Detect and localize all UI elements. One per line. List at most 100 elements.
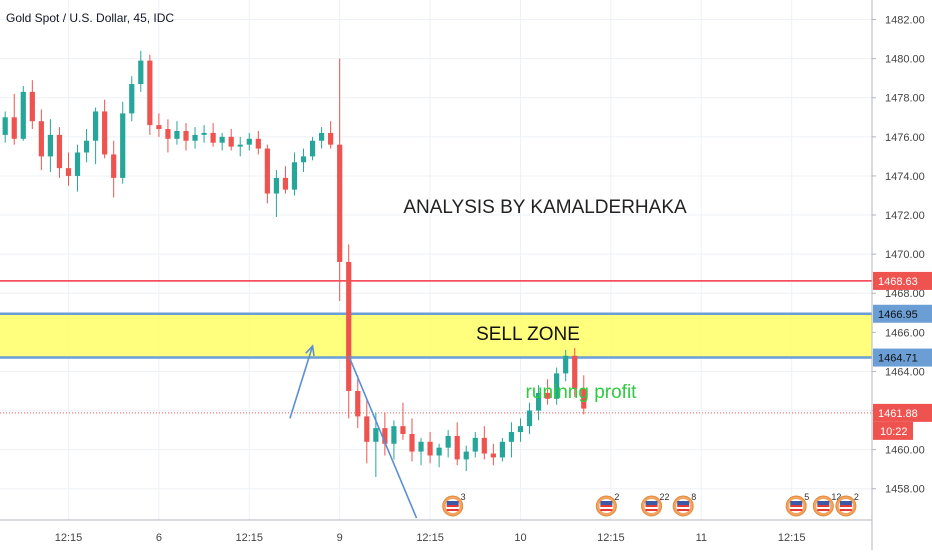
economic-events[interactable]: 3 2 22 8 5 12 2: [442, 492, 859, 517]
candle-down[interactable]: [382, 412, 388, 456]
candle-up[interactable]: [526, 402, 533, 434]
economic-event-flag-icon[interactable]: 3: [442, 492, 466, 517]
candle-down[interactable]: [56, 127, 63, 178]
candle-body: [499, 441, 505, 458]
economic-event-flag-icon[interactable]: 2: [835, 492, 859, 517]
candle-up[interactable]: [300, 148, 307, 173]
candle-down[interactable]: [328, 121, 334, 149]
candle-down[interactable]: [111, 140, 117, 198]
candle-up[interactable]: [237, 136, 243, 157]
candle-down[interactable]: [282, 166, 289, 194]
candle-down[interactable]: [210, 123, 216, 147]
price-badge: [873, 403, 932, 422]
arrow-up[interactable]: [289, 344, 315, 419]
candle-down[interactable]: [581, 375, 587, 415]
candle-up[interactable]: [74, 144, 81, 192]
candle-down[interactable]: [165, 119, 171, 153]
candle-down[interactable]: [156, 113, 162, 137]
candle-up[interactable]: [508, 422, 515, 458]
time-axis[interactable]: 12:15 6 12:15 9 12:15 10 12:15 11 12:15: [0, 519, 872, 544]
candle-up[interactable]: [174, 121, 180, 145]
candle-down[interactable]: [29, 80, 35, 130]
candle-up[interactable]: [418, 437, 424, 466]
candle-up[interactable]: [535, 385, 542, 421]
candle-up[interactable]: [517, 418, 524, 442]
symbol-title[interactable]: Gold Spot / U.S. Dollar, 45, IDC: [6, 11, 174, 25]
candle-body: [29, 91, 35, 122]
candle-up[interactable]: [2, 111, 8, 143]
candle-up[interactable]: [319, 127, 325, 149]
economic-event-flag-icon[interactable]: 22: [641, 492, 670, 517]
candle-up[interactable]: [472, 432, 478, 458]
economic-event-flag-icon[interactable]: 12: [812, 492, 841, 517]
candle-up[interactable]: [201, 125, 207, 143]
candle-body: [400, 426, 406, 434]
candle-up[interactable]: [273, 170, 279, 217]
candle-down[interactable]: [454, 422, 460, 466]
event-flag-blue: [446, 501, 459, 505]
candle-up[interactable]: [463, 445, 469, 472]
candle-body: [156, 125, 162, 130]
candle-down[interactable]: [38, 109, 44, 171]
candle-down[interactable]: [409, 418, 415, 462]
candle-body: [355, 390, 361, 417]
y-tick-label: 1468.00: [885, 288, 925, 300]
candle-up[interactable]: [20, 86, 26, 141]
candle-up[interactable]: [563, 349, 569, 382]
candle-down[interactable]: [427, 432, 433, 464]
candle-down[interactable]: [572, 347, 578, 397]
candle-up[interactable]: [246, 132, 252, 151]
candle-down[interactable]: [255, 130, 261, 155]
candle-down[interactable]: [183, 123, 189, 151]
candle-down[interactable]: [364, 398, 370, 464]
candle-up[interactable]: [120, 101, 126, 184]
candle-down[interactable]: [355, 375, 361, 429]
candle-up[interactable]: [445, 430, 451, 458]
arrow-down[interactable]: [347, 355, 418, 519]
trend-arrows[interactable]: [289, 344, 418, 519]
candle-up[interactable]: [219, 132, 225, 151]
candle-down[interactable]: [228, 129, 234, 151]
y-tick-label: 1482.00: [885, 15, 925, 27]
event-flag-stripe: [790, 505, 803, 507]
candle-down[interactable]: [481, 426, 487, 460]
candle-up[interactable]: [138, 50, 144, 92]
candle-down[interactable]: [346, 244, 352, 419]
candle-body: [174, 130, 180, 139]
candle-body: [572, 355, 578, 390]
economic-event-flag-icon[interactable]: 8: [672, 492, 696, 517]
candle-down[interactable]: [11, 93, 17, 145]
candle-up[interactable]: [309, 136, 316, 161]
economic-event-flag-icon[interactable]: 2: [595, 492, 619, 517]
candle-up[interactable]: [554, 367, 560, 405]
countdown-badge: [873, 421, 913, 440]
candle-up[interactable]: [291, 152, 298, 196]
candle-down[interactable]: [490, 443, 496, 466]
economic-event-flag-icon[interactable]: 5: [785, 492, 809, 517]
candle-down[interactable]: [545, 379, 551, 405]
candle-body: [291, 162, 298, 190]
candle-up[interactable]: [93, 107, 99, 165]
candle-up[interactable]: [47, 119, 53, 173]
candles[interactable]: [2, 50, 587, 477]
candle-down[interactable]: [102, 99, 108, 159]
candle-down[interactable]: [337, 58, 343, 302]
candle-up[interactable]: [373, 412, 379, 477]
candle-up[interactable]: [192, 127, 198, 149]
candle-down[interactable]: [65, 152, 72, 186]
candle-body: [201, 132, 207, 135]
candle-down[interactable]: [400, 402, 406, 440]
candle-down[interactable]: [147, 54, 153, 135]
candle-body: [346, 261, 352, 391]
candle-body: [264, 148, 270, 194]
candle-up[interactable]: [83, 129, 90, 163]
event-flag-stripe: [790, 509, 803, 511]
candle-up[interactable]: [391, 420, 397, 460]
candle-body: [165, 129, 171, 139]
candle-down[interactable]: [264, 144, 270, 204]
candle-up[interactable]: [129, 76, 135, 122]
candle-up[interactable]: [499, 437, 505, 462]
candle-up[interactable]: [436, 443, 442, 468]
